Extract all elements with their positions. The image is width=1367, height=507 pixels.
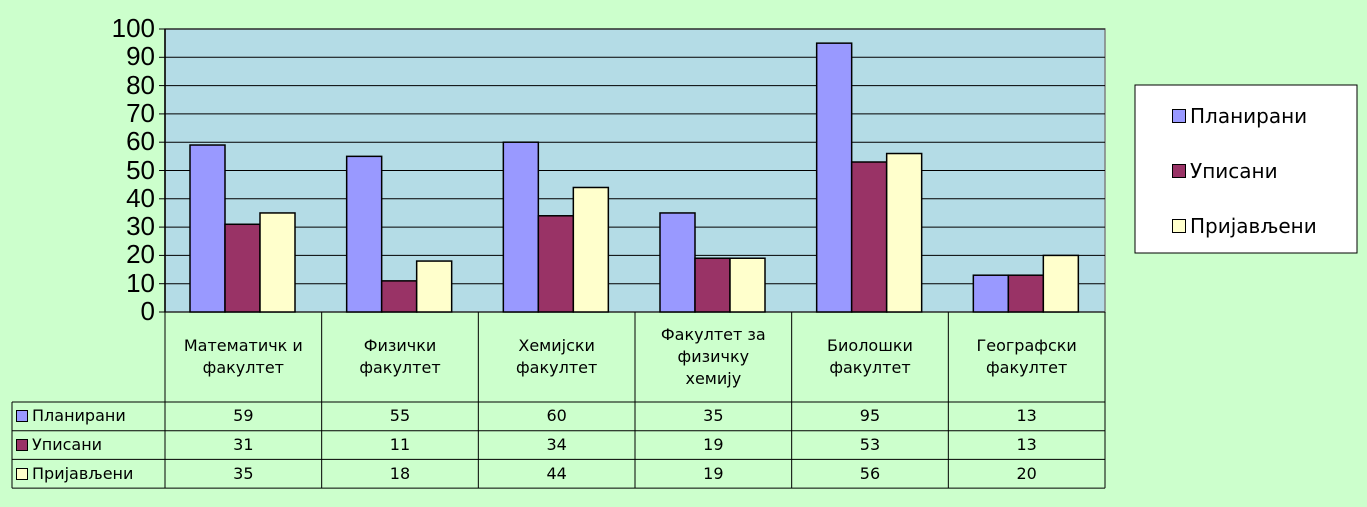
bar [850,161,888,313]
y-tick-label: 100 [111,13,155,43]
y-tick-label: 30 [126,211,155,242]
bar [694,257,731,313]
legend-swatch [16,439,28,452]
bar [502,141,540,313]
bar [572,186,610,313]
legend-swatch [1172,164,1186,178]
legend-swatch [1172,219,1186,233]
x-tick-label: Географски факултет [976,336,1077,377]
table-value: 35 [233,463,254,483]
bar [189,144,226,313]
legend-swatch [16,467,28,480]
x-tick-label: Биолошки факултет [827,336,913,377]
table-value: 59 [233,406,254,426]
table-row-label: Пријављени [12,459,165,488]
legend-entry: Планирани [1172,103,1307,129]
legend-label: Планирани [1190,104,1308,128]
table-value: 20 [1016,463,1037,483]
y-tick-label: 0 [140,296,155,326]
bar [380,280,418,313]
bar [1042,254,1080,313]
bar [415,260,453,313]
table-row-label: Уписани [12,431,165,460]
table-value: 34 [546,435,567,455]
table-value: 35 [703,406,724,426]
table-value: 95 [859,406,881,426]
y-tick-label: 80 [126,69,155,100]
bar [659,212,696,313]
y-tick-label: 90 [126,41,155,72]
legend-entry: Пријављени [1172,213,1317,239]
y-tick-label: 10 [126,267,155,298]
y-tick-label: 20 [126,239,155,270]
bar [537,215,575,313]
x-tick-label: Физички факултет [359,336,441,377]
table-row-name: Уписани [32,435,103,455]
bar [345,155,383,313]
y-tick-label: 50 [126,154,155,185]
table-value: 55 [389,406,411,426]
legend-entry: Уписани [1172,158,1278,184]
table-value: 19 [703,435,724,455]
table-value: 13 [1016,435,1037,455]
bar [224,223,261,313]
bar [259,212,296,313]
x-tick-label: Математичк и факултет [183,336,303,377]
table-value: 56 [859,463,881,483]
table-row-name: Пријављени [32,463,134,483]
table-row-label: Планирани [12,402,165,431]
table-value: 19 [703,463,724,483]
table-value: 13 [1016,406,1037,426]
table-value: 60 [546,406,567,426]
legend-swatch [1172,109,1186,123]
x-tick-label: Хемијски факултет [515,336,598,377]
table-value: 11 [389,435,411,455]
x-tick-label: Факултет за физичку хемију [660,325,766,388]
y-tick-label: 60 [126,126,155,157]
legend-label: Пријављени [1190,214,1317,238]
table-row-name: Планирани [32,406,126,426]
y-tick-label: 40 [126,182,155,213]
table-value: 18 [389,463,411,483]
bar [729,257,766,313]
bar [885,152,923,313]
table-value: 53 [859,435,881,455]
table-value: 44 [546,463,567,483]
bar [815,42,853,313]
legend-label: Уписани [1190,159,1278,183]
bar [1007,274,1045,313]
y-tick-label: 70 [126,97,155,128]
table-value: 31 [233,435,254,455]
bar [972,274,1010,313]
legend-swatch [16,410,28,423]
